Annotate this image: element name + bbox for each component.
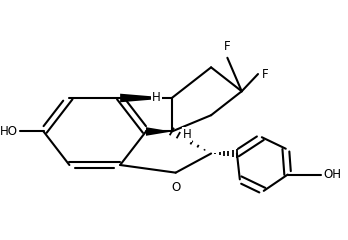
- Text: HO: HO: [0, 125, 18, 138]
- Text: OH: OH: [323, 168, 341, 181]
- Text: O: O: [171, 181, 180, 194]
- Text: F: F: [262, 67, 268, 81]
- Text: H: H: [152, 90, 161, 103]
- Polygon shape: [146, 127, 172, 136]
- Text: F: F: [224, 40, 231, 53]
- Text: H: H: [183, 128, 191, 141]
- Polygon shape: [120, 94, 172, 102]
